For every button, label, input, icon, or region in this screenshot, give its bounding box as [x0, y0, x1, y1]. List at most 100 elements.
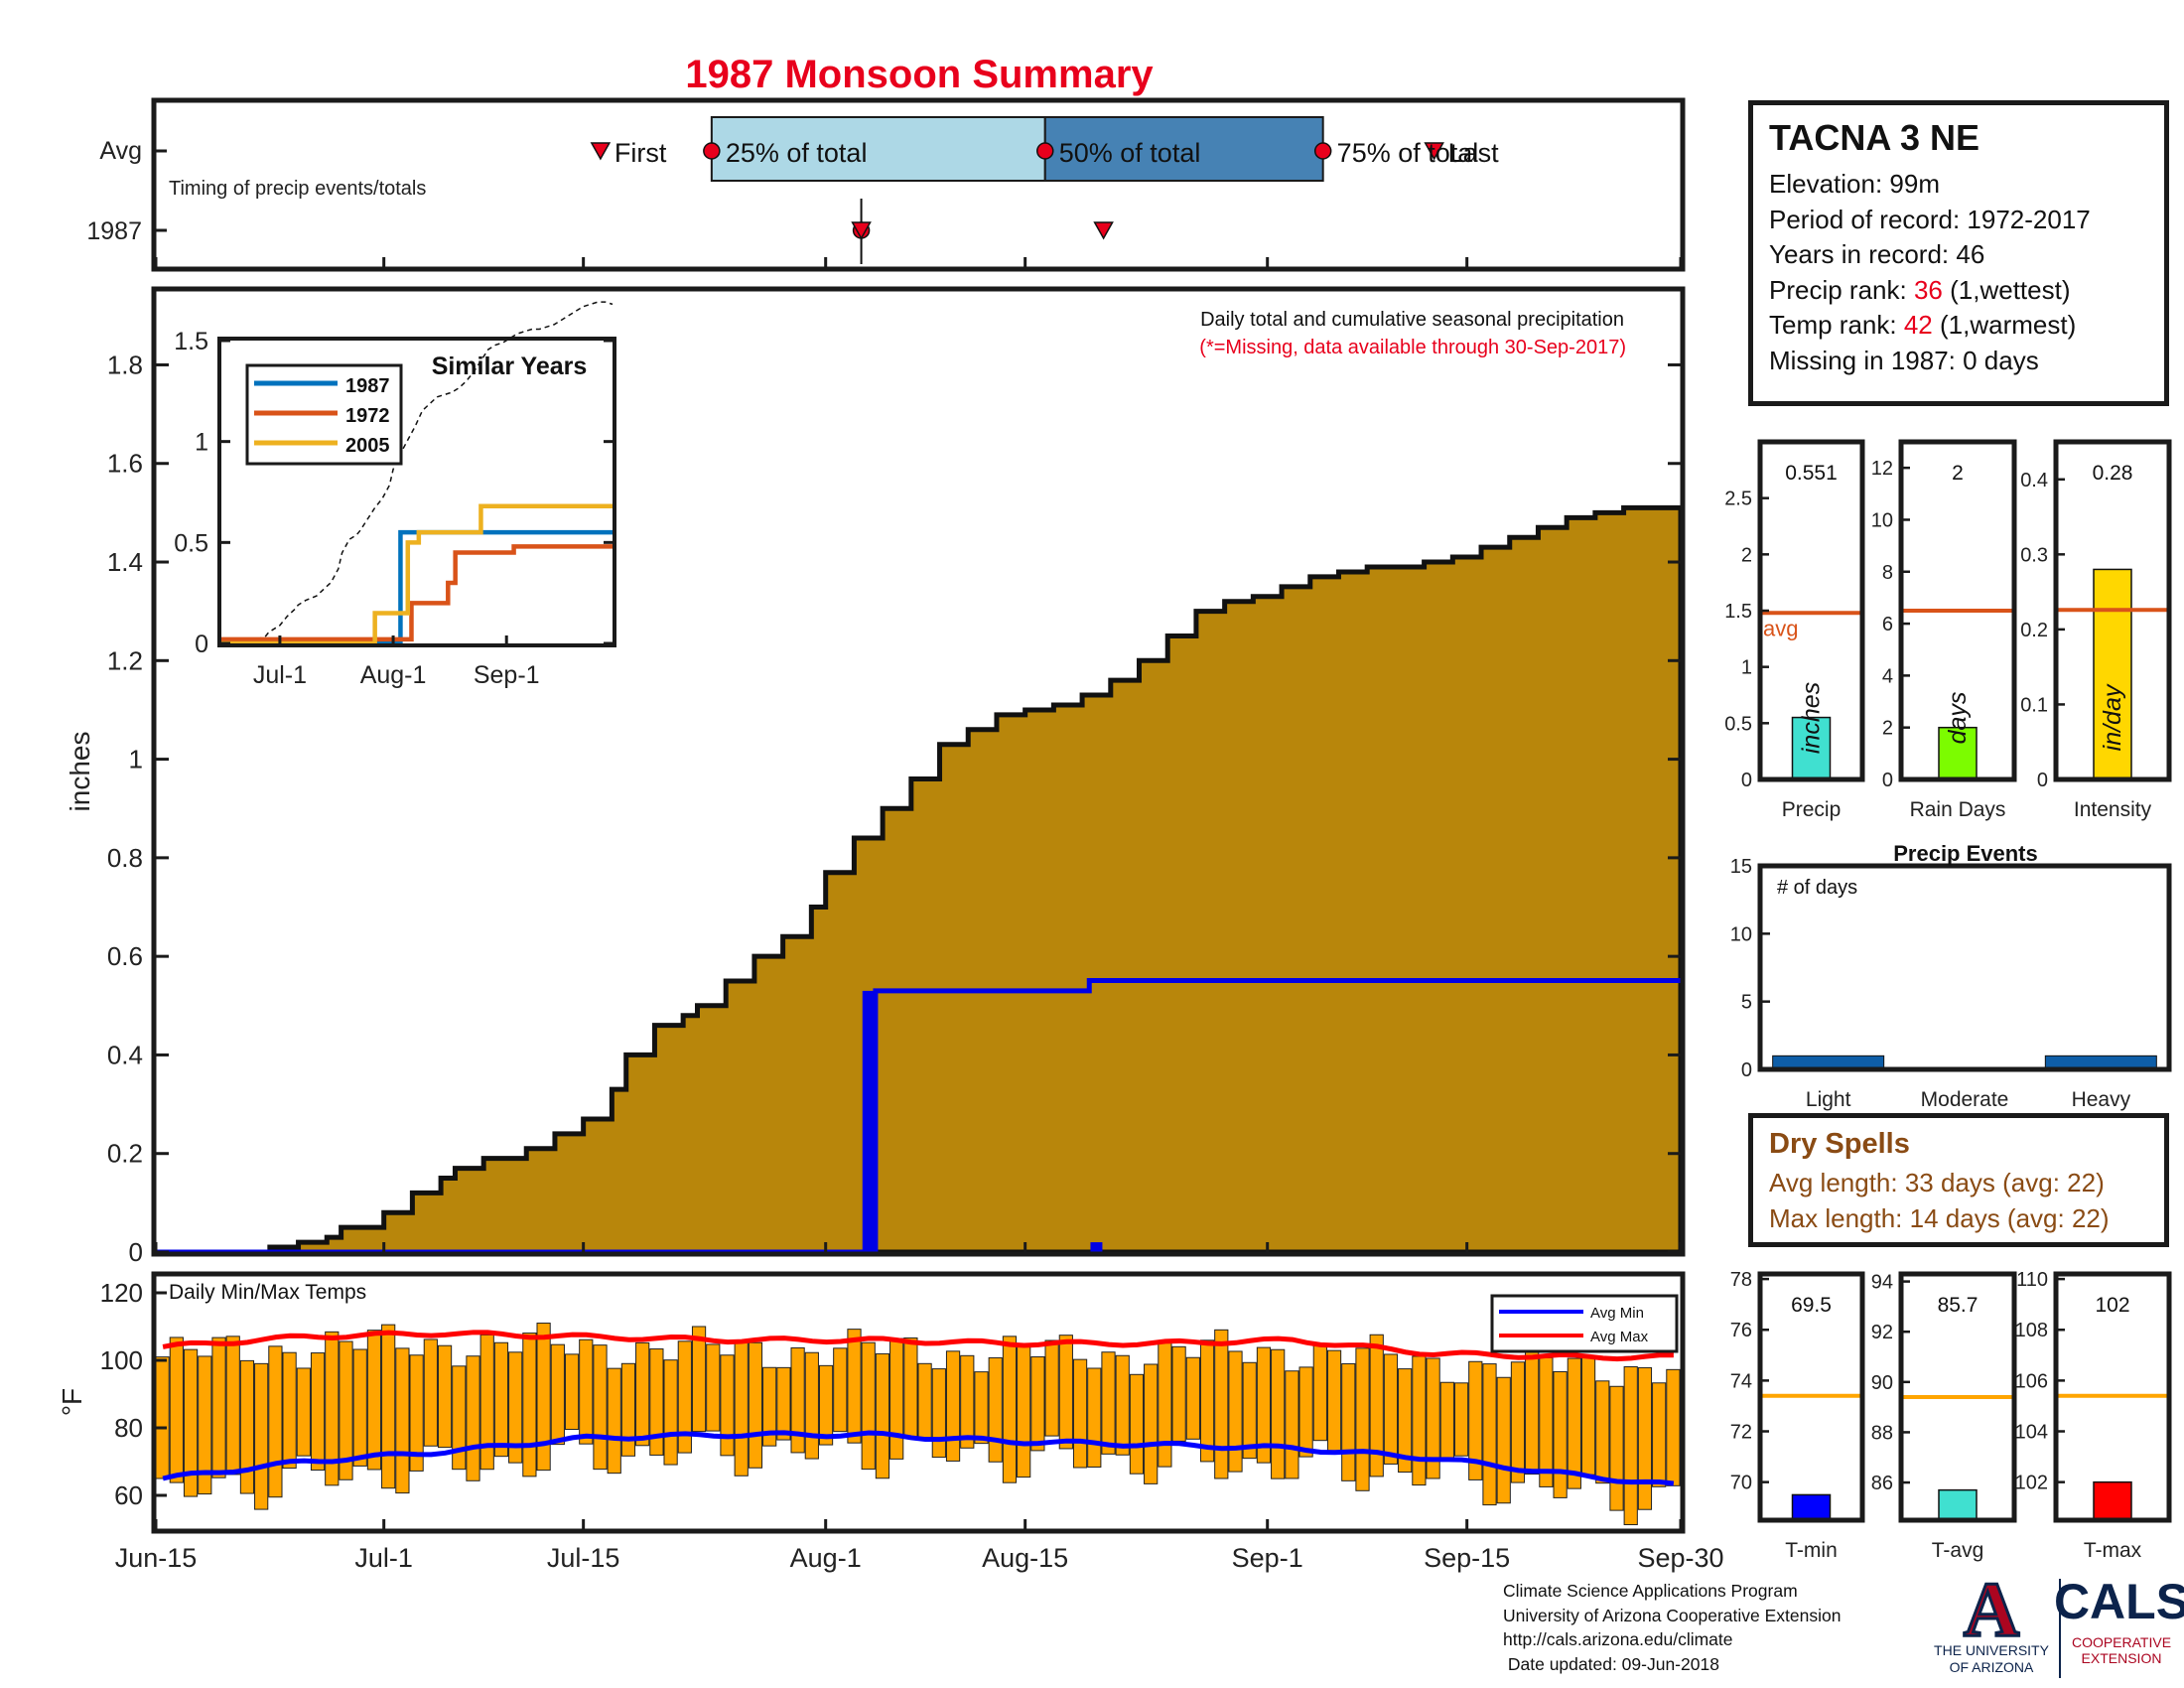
precip-ytick-label-9: 1.8 — [107, 350, 143, 379]
mini-tavg-ytick-label-4: 94 — [1871, 1272, 1893, 1294]
inset-ytick-label-3: 1.5 — [174, 328, 208, 355]
temp-bar-day-6 — [239, 1359, 255, 1494]
precip-ytick-label-4: 0.8 — [107, 843, 143, 873]
temp-bar-day-84 — [1341, 1362, 1356, 1481]
footer-line-program: Climate Science Applications Program — [1503, 1581, 1798, 1601]
timing-1987-last-marker — [1093, 221, 1114, 240]
inset-series-1972 — [221, 544, 613, 642]
temp-bar-day-99 — [1553, 1370, 1568, 1498]
mini-tavg-chart: 86 88 90 92 94 85.7 T-avg — [1871, 1271, 2017, 1562]
temp-bar-day-27 — [536, 1323, 551, 1472]
temp-bar-day-41 — [734, 1339, 749, 1477]
temp-bar-day-103 — [1609, 1385, 1624, 1511]
mini-days-unit-label: days — [1944, 692, 1972, 745]
inset-title: Similar Years — [432, 352, 588, 380]
temp-bar-day-73 — [1185, 1356, 1200, 1440]
mini-precip-ytick-label-0: 0 — [1741, 770, 1752, 791]
station-period: Period of record: 1972-2017 — [1769, 204, 2091, 234]
mini-days-ytick-label-5: 10 — [1871, 509, 1893, 531]
mini-rain-days-chart: 0 2 4 6 8 10 12 2 Rain Days days — [1871, 439, 2017, 821]
temp-bar-day-87 — [1383, 1353, 1399, 1465]
xtick-label-5: Sep-1 — [1232, 1543, 1303, 1573]
temp-bar-day-12 — [325, 1331, 340, 1486]
temp-bar-day-11 — [310, 1352, 326, 1472]
mini-tmax-ytick-label-1: 104 — [2015, 1422, 2048, 1444]
mini-tmin-value-label: 69.5 — [1791, 1294, 1832, 1317]
mini-intensity-ytick-label-4: 0.4 — [2020, 470, 2048, 492]
inset-legend-1972: 1972 — [345, 405, 390, 427]
events-title: Precip Events — [1893, 841, 2038, 866]
mini-tavg-ytick-label-3: 92 — [1871, 1322, 1893, 1343]
temp-bar-day-79 — [1271, 1348, 1286, 1479]
timing-caption: Timing of precip events/totals — [169, 178, 426, 200]
temp-bar-day-69 — [1129, 1373, 1145, 1475]
legend-avg-min: Avg Min — [1590, 1305, 1644, 1322]
mini-intensity-ytick-label-0: 0 — [2037, 770, 2048, 791]
timing-avg-q50-marker — [1036, 142, 1054, 160]
temp-bar-day-1 — [169, 1336, 184, 1483]
mini-days-bar — [1938, 726, 1978, 780]
timing-1987-first-marker — [851, 221, 872, 240]
precip-ytick-label-6: 1.2 — [107, 645, 143, 675]
temp-bar-day-105 — [1637, 1366, 1653, 1510]
station-info-box: TACNA 3 NE Elevation: 99m Period of reco… — [1748, 100, 2169, 406]
events-ytick-label-0: 0 — [1741, 1059, 1752, 1081]
footer-line-url: http://cals.arizona.edu/climate — [1503, 1629, 1733, 1649]
temp-bar-day-46 — [804, 1351, 819, 1460]
temp-bar-day-49 — [847, 1329, 862, 1444]
mini-tavg-value-label: 85.7 — [1938, 1294, 1979, 1317]
mini-tmin-xlabel: T-min — [1785, 1539, 1838, 1562]
temp-bar-day-22 — [466, 1355, 480, 1481]
mini-precip-avg-label: avg — [1763, 616, 1798, 640]
cals-logo-text: CALS — [2054, 1574, 2184, 1629]
temp-bar-day-7 — [254, 1362, 269, 1510]
temp-bar-day-21 — [452, 1365, 467, 1471]
precip-ytick-label-8: 1.6 — [107, 449, 143, 479]
temp-bar-day-10 — [296, 1367, 311, 1457]
events-ytick-label-3: 15 — [1730, 856, 1752, 878]
temp-bar-day-98 — [1539, 1356, 1554, 1487]
temp-bar-day-32 — [607, 1367, 621, 1475]
temp-bar-day-76 — [1228, 1350, 1243, 1473]
precip-ytick-label-3: 0.6 — [107, 941, 143, 971]
temp-bar-day-33 — [620, 1362, 636, 1457]
temp-bar-day-97 — [1525, 1342, 1540, 1476]
inset-xtick-label-2: Sep-1 — [474, 661, 540, 689]
temp-bar-day-2 — [183, 1348, 199, 1497]
legend-avg-max: Avg Max — [1590, 1329, 1649, 1345]
mini-tmin-chart: 70 72 74 76 78 69.5 T-min — [1730, 1269, 1865, 1562]
mini-days-ytick-label-4: 8 — [1882, 562, 1893, 584]
timing-frame — [151, 97, 1686, 272]
temp-bar-day-70 — [1144, 1363, 1159, 1484]
temp-bar-day-56 — [945, 1350, 961, 1462]
events-bg — [1760, 866, 2169, 1069]
timing-ylabel-year: 1987 — [86, 217, 142, 245]
inset-ytick-label-1: 0.5 — [174, 529, 208, 557]
mini-tmin-frame — [1757, 1271, 1865, 1523]
events-xlabel-moderate: Moderate — [1921, 1088, 2009, 1111]
temp-bar-day-5 — [225, 1336, 240, 1476]
cals-logo: CALS COOPERATIVE EXTENSION — [2054, 1574, 2184, 1666]
mini-precip-unit-label: inches — [1798, 682, 1826, 754]
temp-bar-day-45 — [790, 1346, 805, 1454]
temp-bar-day-85 — [1355, 1347, 1370, 1491]
xtick-label-1: Jul-1 — [354, 1543, 413, 1573]
temp-bar-day-89 — [1412, 1355, 1427, 1486]
precip-ytick-label-1: 0.2 — [107, 1139, 143, 1169]
mini-tmax-ytick-label-4: 110 — [2016, 1269, 2048, 1291]
mini-tmin-ytick-label-2: 74 — [1730, 1370, 1752, 1392]
precip-ylabel: inches — [65, 732, 95, 812]
cumulative-precip-area — [156, 504, 1684, 1255]
figure-title: 1987 Monsoon Summary — [685, 53, 1154, 96]
mini-precip-bar — [1791, 716, 1832, 780]
temp-ytick-label-2: 100 — [100, 1345, 143, 1375]
mini-tavg-xlabel: T-avg — [1932, 1539, 1984, 1562]
temp-rank-note: (1,warmest) — [1940, 310, 2077, 340]
mini-precip-chart: 0 0.5 1 1.5 2 2.5 0.551 Precip inches avg — [1724, 439, 1865, 821]
mini-precip-ytick-label-5: 2.5 — [1724, 489, 1752, 510]
temp-bar-day-31 — [593, 1344, 608, 1471]
precip-ytick-label-2: 0.4 — [107, 1040, 143, 1069]
timing-avg-last-marker — [1424, 142, 1444, 161]
mini-tmax-ytick-label-0: 102 — [2015, 1473, 2048, 1494]
temp-bar-day-48 — [833, 1347, 848, 1433]
